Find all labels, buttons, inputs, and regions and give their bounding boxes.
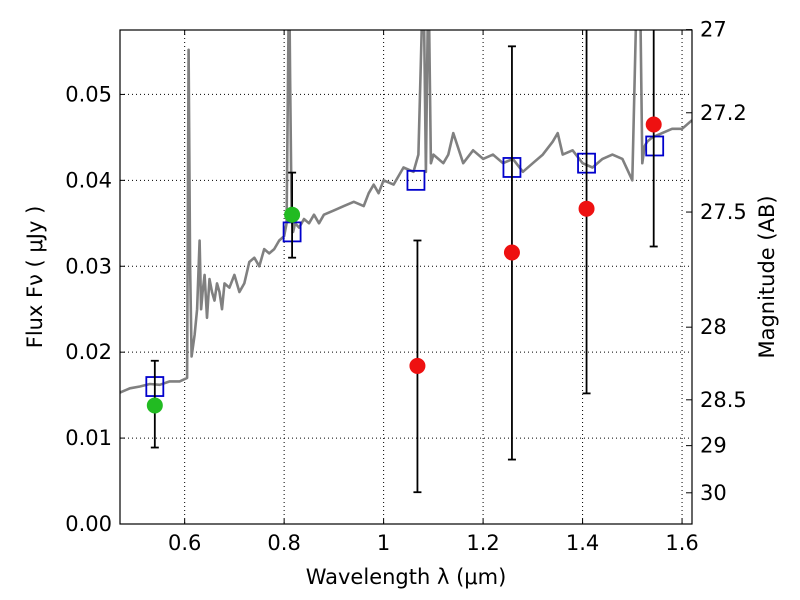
grid-lines bbox=[120, 30, 692, 524]
plot-frame bbox=[119, 29, 693, 525]
x-tick-label: 1.2 bbox=[466, 531, 499, 555]
y2-tick-label: 27.2 bbox=[700, 101, 747, 125]
y2-tick-label: 27.5 bbox=[700, 200, 747, 224]
model-box-marker bbox=[406, 169, 426, 191]
y2-tick-label: 29 bbox=[700, 434, 727, 458]
detection-point bbox=[284, 206, 301, 223]
x-tick-label: 1 bbox=[377, 531, 390, 555]
y-tick-label: 0.02 bbox=[65, 340, 112, 364]
measurement-point bbox=[409, 357, 426, 374]
measurement-point bbox=[645, 116, 662, 133]
axis-ticks: 0.6 0.8 1 1.2 1.4 1.6 0.00 0.01 0.02 0.03 0.04 0.05… bbox=[65, 18, 747, 555]
y-tick-label: 0.04 bbox=[65, 168, 112, 192]
y2-axis-label: Magnitude (AB) bbox=[755, 195, 779, 358]
y-tick-label: 0.03 bbox=[65, 254, 112, 278]
measurement-point bbox=[503, 244, 520, 261]
y-tick-label: 0.00 bbox=[65, 512, 112, 536]
y2-tick-label: 27 bbox=[700, 18, 727, 42]
y-axis-label: Flux Fν ( μJy ) bbox=[23, 206, 47, 349]
y2-tick-label: 28 bbox=[700, 315, 727, 339]
detection-point bbox=[146, 397, 163, 414]
y2-tick-label: 28.5 bbox=[700, 388, 747, 412]
x-tick-label: 1.4 bbox=[566, 531, 599, 555]
y-tick-label: 0.01 bbox=[65, 426, 112, 450]
x-tick-label: 0.6 bbox=[168, 531, 201, 555]
y-tick-label: 0.05 bbox=[65, 82, 112, 106]
model-box-marker bbox=[645, 135, 665, 157]
x-axis-label: Wavelength λ (μm) bbox=[306, 565, 507, 589]
x-tick-label: 0.8 bbox=[267, 531, 300, 555]
plot-series bbox=[120, 30, 692, 494]
y2-tick-label: 30 bbox=[700, 481, 727, 505]
x-tick-label: 1.6 bbox=[665, 531, 698, 555]
measurement-point bbox=[578, 200, 595, 217]
spectrum-line bbox=[120, 30, 692, 394]
